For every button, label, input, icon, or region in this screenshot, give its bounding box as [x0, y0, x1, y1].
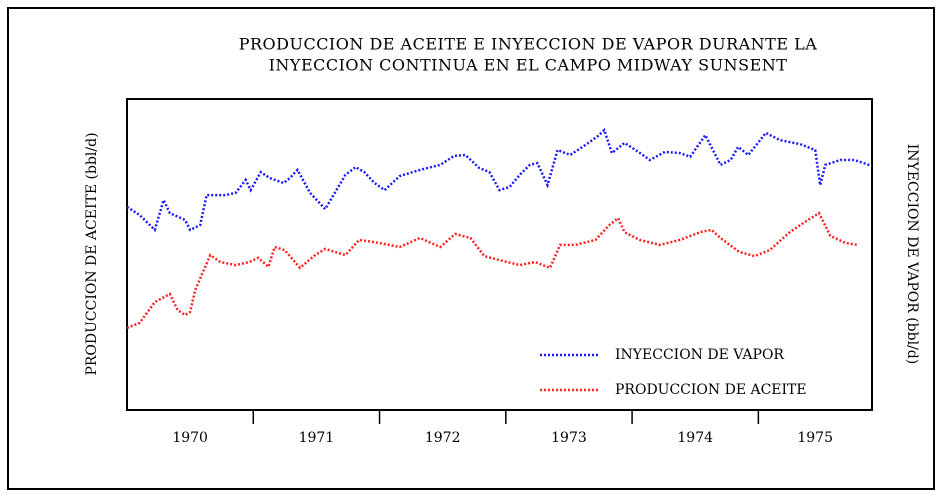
x-tick-label: 1974 [677, 430, 713, 446]
legend-label: INYECCION DE VAPOR [615, 347, 784, 363]
plot-frame [126, 98, 873, 411]
legend-label: PRODUCCION DE ACEITE [615, 382, 807, 398]
chart-title: INYECCION CONTINUA EN EL CAMPO MIDWAY SU… [269, 56, 788, 75]
x-tick-label: 1970 [172, 430, 208, 446]
line-series [126, 127, 873, 233]
chart-title: PRODUCCION DE ACEITE E INYECCION DE VAPO… [239, 35, 818, 54]
x-tick-label: 1972 [425, 430, 461, 446]
line-series [126, 211, 859, 330]
y2-axis-label: INYECCION DE VAPOR (bbl/d) [904, 144, 920, 364]
x-tick-label: 1971 [299, 430, 335, 446]
y-axis-label: PRODUCCION DE ACEITE (bbl/d) [84, 132, 100, 375]
x-tick-label: 1973 [551, 430, 587, 446]
x-tick-label: 1975 [797, 430, 833, 446]
outer-frame [7, 7, 935, 490]
